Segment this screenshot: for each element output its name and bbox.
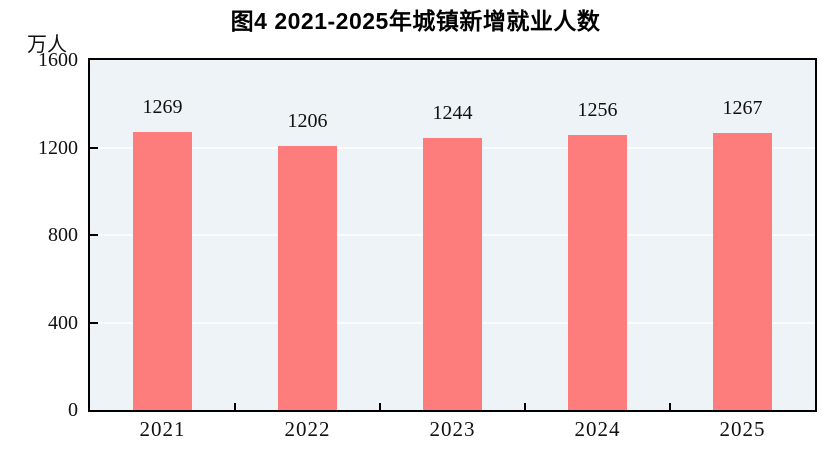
chart-title: 图4 2021-2025年城镇新增就业人数 [230, 8, 601, 34]
y-axis-unit-label: 万人 [27, 34, 67, 56]
x-axis-label: 2022 [284, 417, 331, 441]
bar-2024 [568, 135, 627, 410]
y-axis-tick-mark [90, 146, 98, 149]
bar-value-label: 1206 [287, 110, 328, 133]
bar-2022 [278, 146, 337, 410]
x-axis-tick-mark [379, 403, 381, 410]
y-axis-label: 1600 [38, 49, 78, 71]
y-axis-tick-mark [90, 321, 98, 324]
x-axis-label: 2025 [719, 417, 766, 441]
x-axis-label: 2024 [574, 417, 621, 441]
x-axis-tick-mark [234, 403, 236, 410]
y-axis-label: 400 [48, 311, 78, 334]
bar-2025 [713, 132, 772, 410]
bar-2021 [133, 132, 192, 410]
bar-2023 [423, 137, 482, 410]
y-axis-label: 1200 [38, 136, 78, 159]
x-axis-label: 2021 [139, 417, 186, 441]
bar-value-label: 1269 [142, 96, 183, 119]
plot-area: 1269 1206 1244 1256 1267 [88, 58, 817, 412]
y-axis-label: 0 [68, 399, 78, 421]
bar-value-label: 1256 [577, 99, 618, 122]
x-axis-label: 2023 [429, 417, 476, 441]
bar-value-label: 1267 [722, 96, 763, 119]
y-axis-tick-mark [90, 234, 98, 236]
y-axis-label: 800 [48, 224, 78, 246]
x-axis-tick-mark [524, 403, 526, 410]
bar-value-label: 1244 [432, 101, 473, 124]
x-axis-tick-mark [669, 403, 671, 410]
